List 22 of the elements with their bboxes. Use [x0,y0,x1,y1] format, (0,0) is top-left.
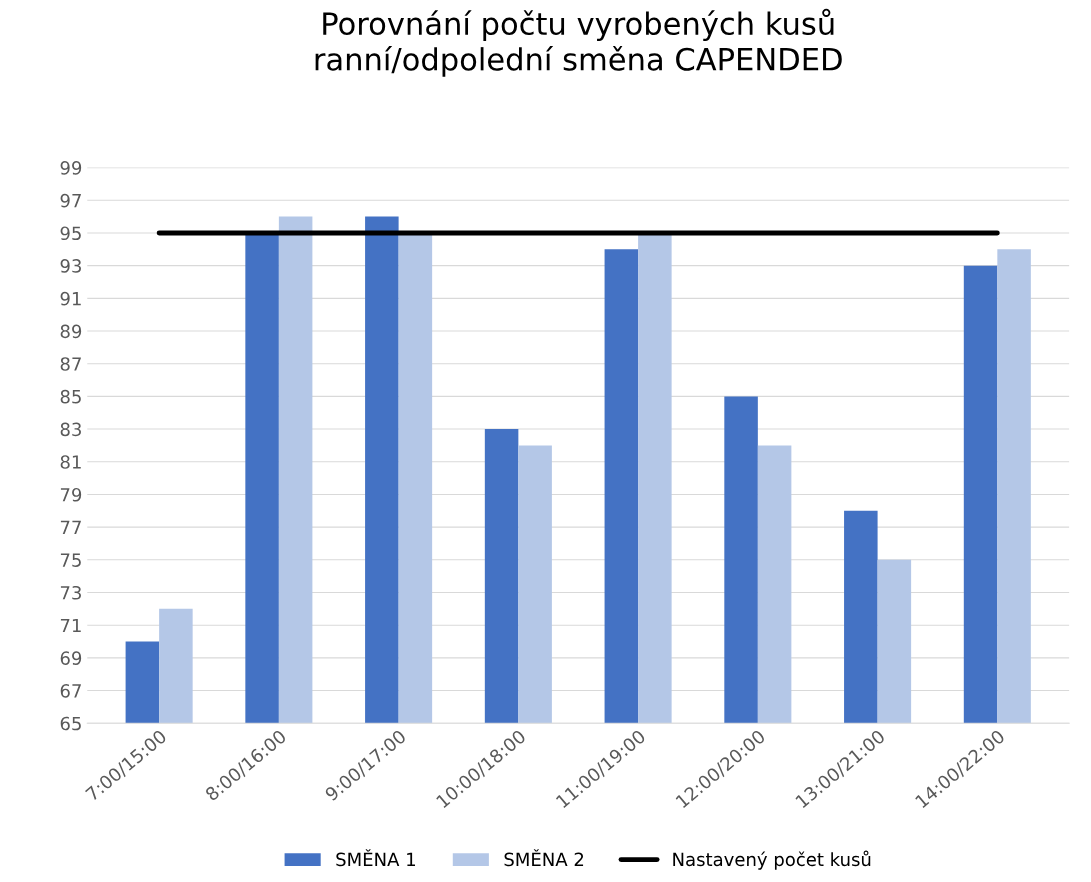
y-tick-label: 65 [60,716,81,731]
legend-label: SMĚNA 1 [336,849,416,867]
legend-label: SMĚNA 2 [504,849,584,867]
chart-title: Porovnání počtu vyrobených kusů ranní/odpolední směna CAPENDED [315,8,842,77]
y-tick-label: 91 [60,291,81,306]
y-tick-label: 83 [60,422,81,437]
y-tick-label: 73 [60,585,81,600]
y-tick-label: 95 [60,226,81,241]
y-tick-label: 67 [60,684,81,698]
legend-label: Nastavený počet kusů [673,850,871,870]
y-tick-label: 89 [60,324,82,339]
y-tick-label: 85 [60,389,81,404]
y-tick-label: 77 [60,520,81,534]
y-tick-label: 93 [60,259,81,273]
y-tick-label: 69 [60,651,82,665]
y-tick-label: 81 [60,455,81,469]
y-tick-label: 99 [60,161,82,175]
y-tick-label: 71 [60,618,81,633]
y-tick-label: 97 [60,193,81,208]
y-tick-label: 79 [60,487,82,502]
y-tick-label: 87 [60,357,81,371]
y-tick-label: 75 [60,553,81,567]
